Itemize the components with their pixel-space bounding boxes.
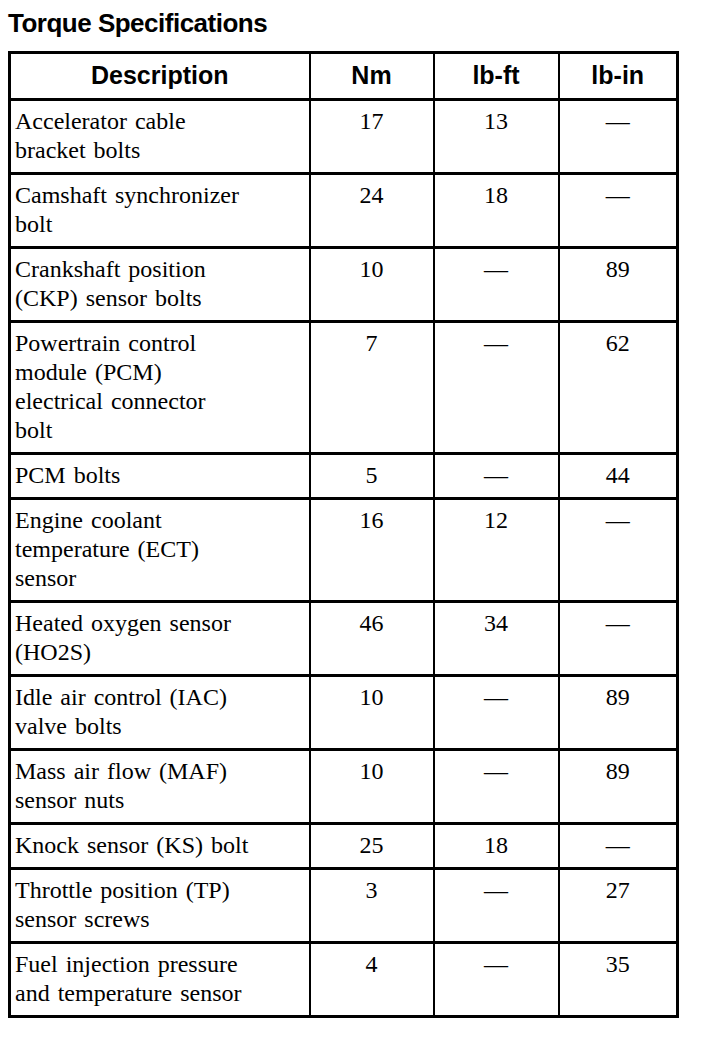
nm-value-cell: 4 bbox=[310, 943, 434, 1017]
lb-in-value-cell: 89 bbox=[559, 248, 678, 322]
lb-ft-value-cell: 18 bbox=[434, 824, 559, 869]
lb-ft-value-cell: 12 bbox=[434, 499, 559, 602]
table-row: Mass air flow (MAF) sensor nuts10—89 bbox=[10, 750, 678, 824]
page-title: Torque Specifications bbox=[0, 0, 704, 51]
nm-value-cell: 7 bbox=[310, 322, 434, 454]
header-row: Description Nm lb-ft lb-in bbox=[10, 53, 678, 100]
table-row: Crankshaft position (CKP) sensor bolts10… bbox=[10, 248, 678, 322]
lb-in-value-cell: — bbox=[559, 174, 678, 248]
column-header-nm: Nm bbox=[310, 53, 434, 100]
description-cell: Knock sensor (KS) bolt bbox=[10, 824, 310, 869]
table-row: Camshaft synchronizer bolt2418— bbox=[10, 174, 678, 248]
description-cell: Powertrain control module (PCM) electric… bbox=[10, 322, 310, 454]
lb-ft-value-cell: — bbox=[434, 454, 559, 499]
lb-in-value-cell: — bbox=[559, 602, 678, 676]
table-row: Powertrain control module (PCM) electric… bbox=[10, 322, 678, 454]
document-page: Torque Specifications Description Nm lb-… bbox=[0, 0, 704, 1044]
lb-ft-value-cell: — bbox=[434, 750, 559, 824]
table-row: Heated oxygen sensor (HO2S)4634— bbox=[10, 602, 678, 676]
table-row: Idle air control (IAC) valve bolts10—89 bbox=[10, 676, 678, 750]
lb-in-value-cell: 89 bbox=[559, 676, 678, 750]
lb-ft-value-cell: — bbox=[434, 248, 559, 322]
lb-ft-value-cell: 34 bbox=[434, 602, 559, 676]
description-cell: Throttle position (TP) sensor screws bbox=[10, 869, 310, 943]
description-cell: Fuel injection pressure and temperature … bbox=[10, 943, 310, 1017]
table-row: Throttle position (TP) sensor screws3—27 bbox=[10, 869, 678, 943]
description-cell: Camshaft synchronizer bolt bbox=[10, 174, 310, 248]
table-row: Engine coolant temperature (ECT) sensor1… bbox=[10, 499, 678, 602]
table-row: Fuel injection pressure and temperature … bbox=[10, 943, 678, 1017]
column-header-lb-in: lb-in bbox=[559, 53, 678, 100]
nm-value-cell: 25 bbox=[310, 824, 434, 869]
nm-value-cell: 10 bbox=[310, 750, 434, 824]
column-header-description: Description bbox=[10, 53, 310, 100]
torque-specifications-table: Description Nm lb-ft lb-in Accelerator c… bbox=[8, 51, 679, 1018]
lb-in-value-cell: — bbox=[559, 824, 678, 869]
table-row: Accelerator cable bracket bolts1713— bbox=[10, 100, 678, 174]
lb-ft-value-cell: — bbox=[434, 322, 559, 454]
description-cell: Heated oxygen sensor (HO2S) bbox=[10, 602, 310, 676]
description-cell: Crankshaft position (CKP) sensor bolts bbox=[10, 248, 310, 322]
description-cell: Idle air control (IAC) valve bolts bbox=[10, 676, 310, 750]
nm-value-cell: 16 bbox=[310, 499, 434, 602]
nm-value-cell: 3 bbox=[310, 869, 434, 943]
lb-ft-value-cell: — bbox=[434, 943, 559, 1017]
lb-in-value-cell: — bbox=[559, 100, 678, 174]
lb-in-value-cell: 62 bbox=[559, 322, 678, 454]
nm-value-cell: 24 bbox=[310, 174, 434, 248]
nm-value-cell: 17 bbox=[310, 100, 434, 174]
nm-value-cell: 46 bbox=[310, 602, 434, 676]
table-row: Knock sensor (KS) bolt2518— bbox=[10, 824, 678, 869]
lb-in-value-cell: 44 bbox=[559, 454, 678, 499]
lb-in-value-cell: — bbox=[559, 499, 678, 602]
description-cell: Engine coolant temperature (ECT) sensor bbox=[10, 499, 310, 602]
nm-value-cell: 5 bbox=[310, 454, 434, 499]
description-cell: Accelerator cable bracket bolts bbox=[10, 100, 310, 174]
nm-value-cell: 10 bbox=[310, 248, 434, 322]
lb-ft-value-cell: — bbox=[434, 869, 559, 943]
description-cell: Mass air flow (MAF) sensor nuts bbox=[10, 750, 310, 824]
lb-in-value-cell: 35 bbox=[559, 943, 678, 1017]
lb-in-value-cell: 89 bbox=[559, 750, 678, 824]
nm-value-cell: 10 bbox=[310, 676, 434, 750]
lb-in-value-cell: 27 bbox=[559, 869, 678, 943]
lb-ft-value-cell: — bbox=[434, 676, 559, 750]
description-cell: PCM bolts bbox=[10, 454, 310, 499]
table-row: PCM bolts5—44 bbox=[10, 454, 678, 499]
lb-ft-value-cell: 18 bbox=[434, 174, 559, 248]
column-header-lb-ft: lb-ft bbox=[434, 53, 559, 100]
lb-ft-value-cell: 13 bbox=[434, 100, 559, 174]
